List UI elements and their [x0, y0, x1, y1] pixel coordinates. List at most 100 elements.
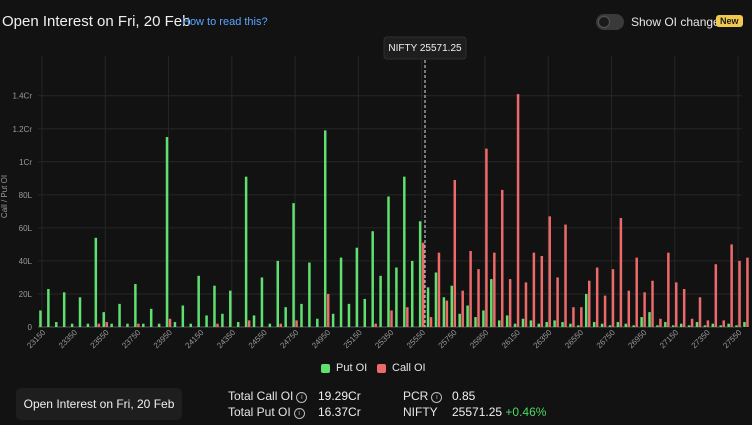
info-icon[interactable]: i — [296, 392, 308, 403]
legend-call[interactable]: Call OI — [377, 362, 426, 374]
x-tick-label: 25750 — [437, 328, 459, 350]
call-oi-bar — [390, 310, 393, 327]
y-tick-label: 20L — [19, 290, 33, 299]
call-oi-bar — [564, 224, 567, 327]
put-oi-bar — [197, 275, 200, 327]
call-oi-bar — [508, 279, 512, 327]
how-to-read-link[interactable]: How to read this? — [182, 16, 268, 28]
put-oi-bar — [727, 323, 730, 327]
nifty-price: 25571.25 — [452, 405, 503, 419]
put-oi-bar — [410, 260, 414, 327]
show-oi-change-toggle[interactable] — [596, 14, 624, 30]
put-oi-bar — [371, 231, 374, 327]
put-oi-bar — [395, 267, 398, 327]
call-oi-bar — [247, 320, 251, 327]
put-oi-bar — [640, 317, 643, 327]
put-oi-bar — [474, 317, 477, 327]
call-oi-bar — [722, 320, 725, 327]
put-oi-bar — [403, 176, 406, 327]
put-oi-bar — [157, 323, 161, 327]
put-oi-bar — [482, 310, 485, 327]
put-oi-bar — [221, 313, 224, 327]
put-oi-bar — [363, 298, 367, 327]
put-oi-bar — [505, 315, 509, 327]
put-oi-bar — [711, 323, 715, 327]
call-oi-bar — [659, 318, 662, 327]
call-swatch — [377, 363, 386, 373]
put-oi-bar — [347, 303, 351, 327]
call-oi-bar — [168, 318, 172, 327]
call-oi-bar — [595, 267, 599, 327]
put-oi-bar — [308, 262, 311, 327]
put-oi-bar — [387, 196, 390, 327]
call-oi-bar — [675, 282, 678, 327]
put-oi-bar — [189, 323, 192, 327]
put-oi-bar — [94, 237, 98, 327]
put-oi-bar — [229, 290, 232, 327]
put-oi-bar — [656, 325, 659, 327]
info-icon[interactable]: i — [293, 408, 305, 419]
call-oi-bar — [477, 269, 480, 327]
put-oi-bar — [561, 322, 564, 327]
call-oi-bar — [137, 323, 140, 327]
x-tick-label: 27350 — [690, 328, 712, 350]
spot-label: NIFTY 25571.25 — [388, 43, 462, 54]
call-oi-bar — [516, 94, 520, 327]
call-oi-bar — [738, 260, 741, 327]
x-tick-label: 24550 — [247, 328, 269, 350]
call-oi-bar — [532, 252, 536, 327]
put-oi-bar — [39, 310, 42, 327]
call-oi-bar — [469, 251, 472, 327]
date-selector-button[interactable]: Open Interest on Fri, 20 Feb — [16, 388, 182, 420]
x-tick-label: 25150 — [342, 328, 364, 350]
put-oi-bar — [284, 307, 287, 327]
total-call-oi-label: Total Call OI i — [228, 389, 308, 403]
put-oi-bar — [165, 137, 169, 327]
call-oi-bar — [97, 323, 101, 327]
call-oi-bar — [326, 293, 330, 327]
call-oi-bar — [406, 307, 409, 327]
x-tick-label: 25350 — [373, 328, 395, 350]
legend-put[interactable]: Put OI — [321, 362, 367, 374]
put-oi-bar — [490, 279, 493, 327]
y-tick-label: 60L — [19, 224, 33, 233]
total-put-oi-value: 16.37Cr — [318, 405, 361, 419]
call-oi-bar — [667, 252, 670, 327]
call-oi-bar — [421, 242, 425, 327]
put-oi-bar — [62, 292, 66, 327]
put-oi-bar — [687, 325, 691, 327]
put-oi-bar — [339, 257, 343, 327]
call-oi-bar — [580, 307, 583, 327]
put-oi-bar — [577, 325, 580, 327]
put-oi-bar — [47, 289, 50, 327]
put-oi-bar — [679, 323, 683, 327]
put-oi-bar — [569, 323, 572, 327]
call-oi-bar — [635, 257, 638, 327]
call-oi-bar — [746, 257, 749, 327]
x-tick-label: 23950 — [152, 328, 174, 350]
call-oi-bar — [216, 323, 219, 327]
total-put-oi-text: Total Put OI — [228, 405, 291, 419]
nifty-change: +0.46% — [505, 405, 547, 419]
call-oi-bar — [374, 323, 377, 327]
call-oi-bar — [524, 282, 528, 327]
x-tick-label: 26750 — [595, 328, 617, 350]
put-oi-bar — [592, 322, 596, 327]
y-tick-label: 1.4Cr — [12, 92, 32, 101]
put-oi-bar — [236, 322, 240, 327]
x-tick-label: 26550 — [563, 328, 585, 350]
call-oi-bar — [485, 148, 488, 327]
call-oi-bar — [437, 252, 441, 327]
pcr-label: PCR i — [403, 389, 443, 403]
put-swatch — [321, 363, 330, 373]
put-oi-bar — [78, 297, 82, 327]
legend-call-label: Call OI — [392, 362, 426, 374]
put-oi-bar — [719, 325, 722, 327]
call-oi-bar — [627, 290, 631, 327]
call-oi-bar — [611, 269, 615, 327]
info-icon[interactable]: i — [431, 392, 443, 403]
put-oi-bar — [55, 322, 58, 327]
y-tick-label: 1.2Cr — [12, 125, 32, 134]
put-oi-bar — [624, 323, 628, 327]
put-oi-bar — [743, 322, 746, 327]
